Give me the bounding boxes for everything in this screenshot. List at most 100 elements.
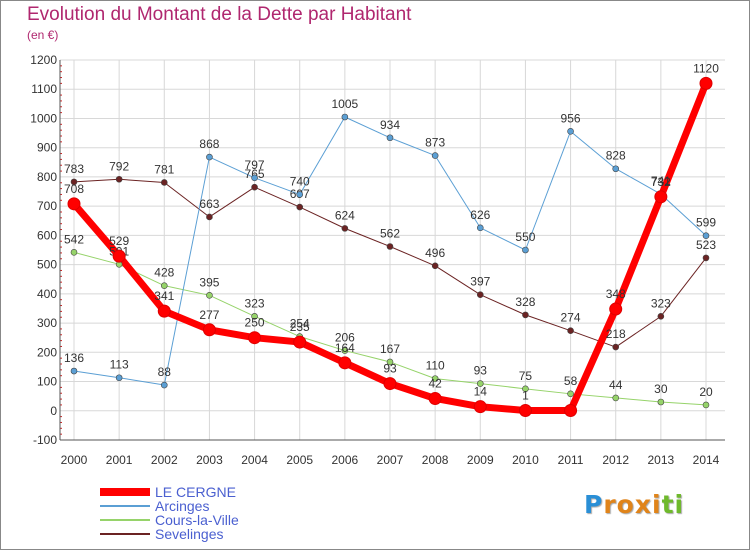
plot-area [60,60,725,440]
data-label-sevelinges: 274 [561,311,581,325]
data-point-sevelinges [115,175,123,183]
data-label-arcinges: 868 [199,137,219,151]
logo-letter: t [661,490,675,519]
data-point-sevelinges [431,262,439,270]
data-label-arcinges: 88 [158,365,172,379]
data-label-le-cergne: 1120 [693,61,719,75]
data-point-cours-la-ville [522,385,529,393]
data-point-cours-la-ville [567,390,574,398]
x-tick-label: 2006 [332,453,359,467]
data-label-sevelinges: 624 [335,208,355,222]
data-point-sevelinges [476,291,484,299]
x-tick-label: 2013 [648,453,675,467]
data-label-arcinges: 956 [561,111,581,125]
data-point-sevelinges [251,183,258,191]
data-point-arcinges [431,152,439,159]
data-point-arcinges [251,174,258,182]
data-point-arcinges [160,381,168,389]
data-point-arcinges [476,224,484,232]
data-point-arcinges [386,134,394,142]
data-point-arcinges [702,232,710,239]
data-point-cours-la-ville [702,401,710,409]
data-label-arcinges: 599 [696,216,716,230]
data-label-arcinges: 136 [64,351,84,365]
data-label-arcinges: 113 [110,358,129,372]
data-label-cours-la-ville: 30 [654,382,668,396]
x-tick-label: 2000 [61,453,88,467]
y-tick-label: 1000 [30,111,57,125]
data-label-sevelinges: 562 [380,226,400,240]
x-tick-label: 2012 [602,453,629,467]
x-tick-label: 2005 [286,453,313,467]
data-label-cours-la-ville: 323 [245,296,265,310]
data-point-arcinges [341,113,349,121]
logo-letter: x [634,490,652,519]
data-label-le-cergne: 250 [245,316,265,330]
data-point-sevelinges [522,311,529,319]
data-label-sevelinges: 496 [425,246,445,260]
data-point-cours-la-ville [431,375,439,382]
legend-label-cours-la-ville: Cours-la-Ville [155,512,239,528]
y-tick-label: 700 [37,199,57,213]
data-label-sevelinges: 781 [154,162,174,176]
data-label-le-cergne: 277 [199,308,219,322]
data-label-cours-la-ville: 93 [474,364,488,378]
data-point-arcinges [522,246,529,254]
data-label-arcinges: 741 [651,174,671,188]
data-point-arcinges [70,367,78,375]
data-point-arcinges [115,374,123,382]
data-point-sevelinges [70,178,78,186]
data-point-arcinges [296,191,304,198]
legend-swatch-le-cergne [100,488,150,496]
x-tick-label: 2007 [377,453,404,467]
data-label-le-cergne: 529 [109,234,129,248]
data-point-cours-la-ville [160,282,168,289]
data-label-cours-la-ville: 110 [426,359,445,373]
data-point-cours-la-ville [657,398,665,406]
data-label-arcinges: 626 [470,208,490,222]
data-label-le-cergne: 732 [651,175,671,189]
data-point-sevelinges [341,225,349,232]
legend-label-arcinges: Arcinges [155,498,210,514]
data-label-cours-la-ville: 58 [564,374,578,388]
data-point-sevelinges [296,203,304,211]
data-label-sevelinges: 792 [109,159,129,173]
logo-letter: o [616,490,635,519]
data-point-arcinges [612,165,620,173]
y-tick-label: 600 [37,228,57,242]
data-label-cours-la-ville: 542 [64,232,84,246]
data-label-cours-la-ville: 428 [154,266,174,280]
data-label-arcinges: 550 [515,230,535,244]
data-label-cours-la-ville: 254 [290,317,310,331]
data-label-sevelinges: 328 [515,295,535,309]
data-label-le-cergne: 708 [64,182,84,196]
data-label-arcinges: 740 [290,174,310,188]
data-label-sevelinges: 765 [245,167,265,181]
data-point-sevelinges [160,179,168,186]
data-label-cours-la-ville: 395 [199,275,219,289]
data-label-le-cergne: 164 [335,341,355,355]
data-point-le-cergne [518,403,532,417]
data-point-le-cergne [383,377,397,391]
x-tick-label: 2004 [241,453,268,467]
data-label-sevelinges: 523 [696,238,716,252]
legend-label-le-cergne: LE CERGNE [155,484,236,500]
data-label-sevelinges: 218 [606,327,626,341]
data-point-cours-la-ville [476,380,484,387]
logo-letter: i [652,490,662,519]
legend-item-cours-la-ville: Cours-la-Ville [100,512,340,528]
y-tick-label: -100 [33,433,57,447]
data-label-le-cergne: 341 [154,289,174,303]
data-point-le-cergne [473,400,487,414]
data-label-le-cergne: 93 [383,362,397,376]
data-point-le-cergne [428,391,442,405]
data-label-sevelinges: 397 [470,275,490,289]
data-label-le-cergne: 235 [290,320,310,334]
chart-title: Evolution du Montant de la Dette par Hab… [27,4,412,25]
chart-unit-label: (en €) [27,28,59,42]
y-tick-label: 400 [37,287,57,301]
logo-letter: r [603,490,617,519]
y-tick-label: 1100 [31,82,57,96]
legend-item-le-cergne: LE CERGNE [100,484,340,500]
